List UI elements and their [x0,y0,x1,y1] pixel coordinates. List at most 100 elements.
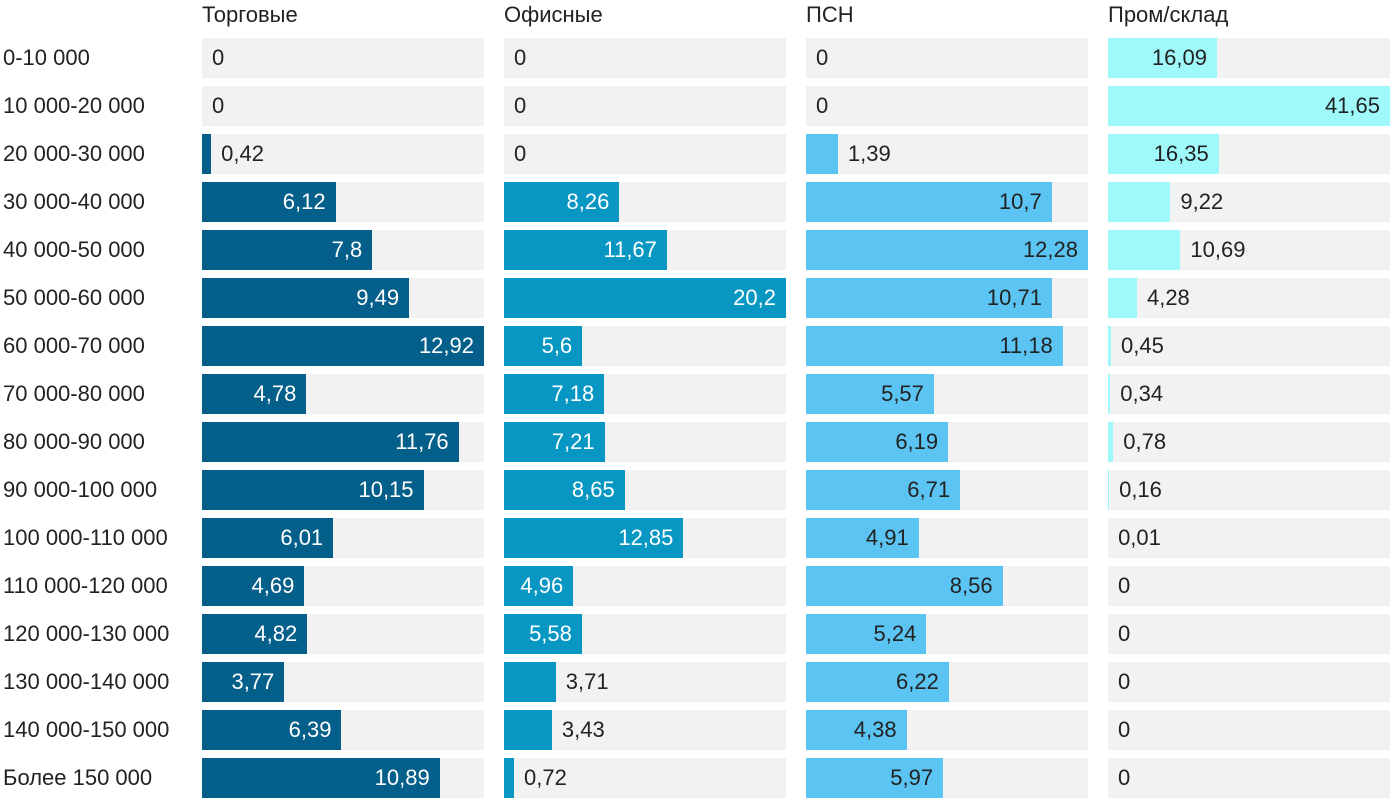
bar-track: 0,16 [1108,470,1390,510]
bar-track: 10,69 [1108,230,1390,270]
bar-track: 0 [1108,662,1390,702]
bar-0-4 [202,230,373,270]
bar-track: 10,15 [202,470,484,510]
column-header-1: Офисные [504,2,603,27]
bar-track: 8,56 [806,566,1088,606]
value-label: 12,28 [1022,237,1078,262]
bar-1-4 [504,230,667,270]
value-label: 0 [212,45,225,70]
value-label: 11,18 [999,333,1053,358]
bar-track: 6,22 [806,662,1088,702]
bar-track: 0 [504,134,786,174]
bar-track: 20,2 [504,278,786,318]
value-label: 10,89 [374,765,430,790]
bar-2-11 [806,566,1003,606]
value-label: 0,42 [221,141,264,166]
category-label-15: Более 150 000 [3,765,153,790]
value-label: 8,26 [566,189,610,214]
bar-3-6 [1108,326,1112,366]
bar-track: 7,18 [504,374,786,414]
category-label-5: 50 000-60 000 [3,285,145,310]
value-label: 0 [816,93,829,118]
value-label: 0,16 [1119,477,1162,502]
value-label: 16,09 [1151,45,1207,70]
bar-1-5 [504,278,786,318]
bar-2-2 [806,134,838,174]
category-label-7: 70 000-80 000 [3,381,145,406]
category-label-3: 30 000-40 000 [3,189,145,214]
value-label: 5,57 [881,381,924,406]
category-label-14: 140 000-150 000 [3,717,170,742]
bar-track: 7,21 [504,422,786,462]
bar-track: 16,35 [1108,134,1390,174]
value-label: 6,71 [907,477,951,502]
bar-3-7 [1108,374,1111,414]
bar-3-5 [1108,278,1137,318]
value-label: 4,96 [520,573,564,598]
column-header-2: ПСН [806,2,854,27]
bar-track: 0,45 [1108,326,1390,366]
bar-track: 6,71 [806,470,1088,510]
bar-2-8 [806,422,949,462]
value-label: 0,34 [1120,381,1164,406]
bar-track: 41,65 [1108,86,1390,126]
category-label-0: 0-10 000 [3,45,90,70]
value-label: 4,38 [853,717,897,742]
value-label: 6,01 [280,525,324,550]
bar-2-12 [806,614,927,654]
category-label-11: 110 000-120 000 [3,573,168,598]
value-label: 9,22 [1180,189,1224,214]
bar-1-11 [504,566,574,606]
bar-track: 3,43 [504,710,786,750]
bar-track: 6,01 [202,518,484,558]
value-label: 0 [514,93,527,118]
bar-0-3 [202,182,336,222]
value-label: 0 [1118,669,1131,694]
column-header-0: Торговые [202,2,298,27]
bar-track: 4,69 [202,566,484,606]
value-label: 3,71 [565,669,609,694]
value-label: 6,39 [288,717,332,742]
bar-track: 11,18 [806,326,1088,366]
bar-track: 0 [202,86,484,126]
bar-1-15 [504,758,515,798]
value-label: 0 [514,141,527,166]
value-label: 11,76 [395,429,449,454]
value-label: 10,7 [998,189,1042,214]
bar-track: 16,09 [1108,38,1390,78]
bar-2-6 [806,326,1063,366]
bar-track: 0 [806,86,1088,126]
bar-track: 9,49 [202,278,484,318]
value-label: 8,56 [949,573,993,598]
bar-0-8 [202,422,459,462]
value-label: 0 [514,45,527,70]
bar-track: 4,82 [202,614,484,654]
value-label: 6,19 [895,429,939,454]
bar-track: 12,28 [806,230,1088,270]
bar-3-3 [1108,182,1171,222]
value-label: 5,97 [890,765,934,790]
value-label: 0 [212,93,225,118]
bar-0-11 [202,566,305,606]
value-label: 3,77 [231,669,275,694]
value-label: 7,18 [551,381,595,406]
bar-track: 5,6 [504,326,786,366]
bar-track: 0,78 [1108,422,1390,462]
value-label: 7,8 [331,237,363,262]
bar-track: 8,65 [504,470,786,510]
bar-1-10 [504,518,684,558]
value-label: 16,35 [1153,141,1209,166]
bar-2-4 [806,230,1088,270]
bar-track: 0 [202,38,484,78]
bar-1-6 [504,326,583,366]
bar-track: 4,78 [202,374,484,414]
bar-2-7 [806,374,934,414]
bar-track: 4,28 [1108,278,1390,318]
bar-2-5 [806,278,1052,318]
value-label: 0 [1118,765,1131,790]
value-label: 11,67 [603,237,657,262]
bar-track: 7,8 [202,230,484,270]
bar-track: 6,19 [806,422,1088,462]
value-label: 0 [816,45,829,70]
